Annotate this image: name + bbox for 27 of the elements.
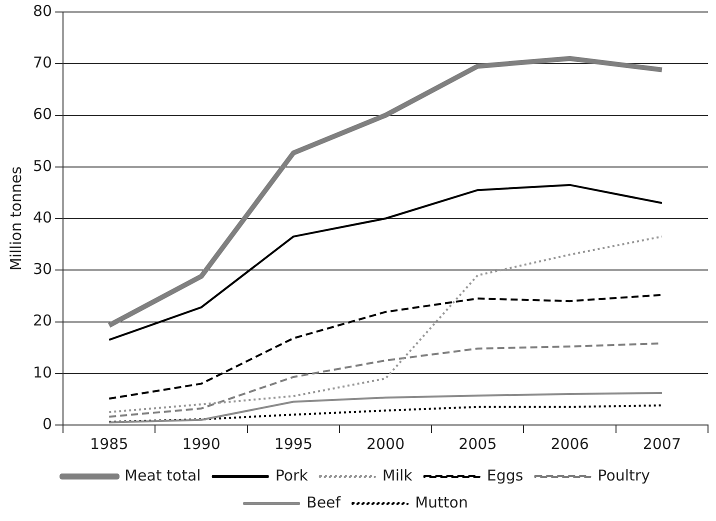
y-tick-label: 30 [32, 260, 52, 278]
legend-label: Milk [382, 466, 413, 484]
legend-label: Eggs [486, 466, 524, 484]
legend-label: Pork [275, 466, 308, 484]
x-tick-label: 2006 [550, 434, 589, 453]
line-series [108, 236, 663, 414]
y-tick-label: 40 [32, 208, 52, 226]
y-tick-label: 10 [32, 363, 52, 382]
x-tick-label: 2007 [642, 434, 682, 453]
y-tick-label: 80 [32, 2, 52, 20]
legend-label: Meat total [124, 466, 201, 484]
x-tick-label: 2000 [366, 434, 405, 453]
y-tick-label: 20 [32, 312, 52, 330]
line-series [108, 294, 663, 400]
legend-label: Mutton [415, 493, 468, 512]
y-tick-label: 0 [42, 414, 52, 433]
x-tick-label: 1985 [90, 434, 128, 453]
y-tick-label: 60 [32, 105, 52, 124]
legend-label: Beef [306, 493, 342, 512]
legend-label: Poultry [598, 466, 650, 484]
y-tick-label: 70 [32, 54, 52, 72]
x-tick-label: 1990 [182, 434, 220, 453]
line-series [108, 404, 663, 423]
y-tick-label: 50 [32, 156, 52, 175]
x-tick-label: 2005 [458, 434, 497, 453]
y-axis-title: Million tonnes [6, 166, 25, 271]
x-tick-label: 1995 [274, 434, 313, 453]
